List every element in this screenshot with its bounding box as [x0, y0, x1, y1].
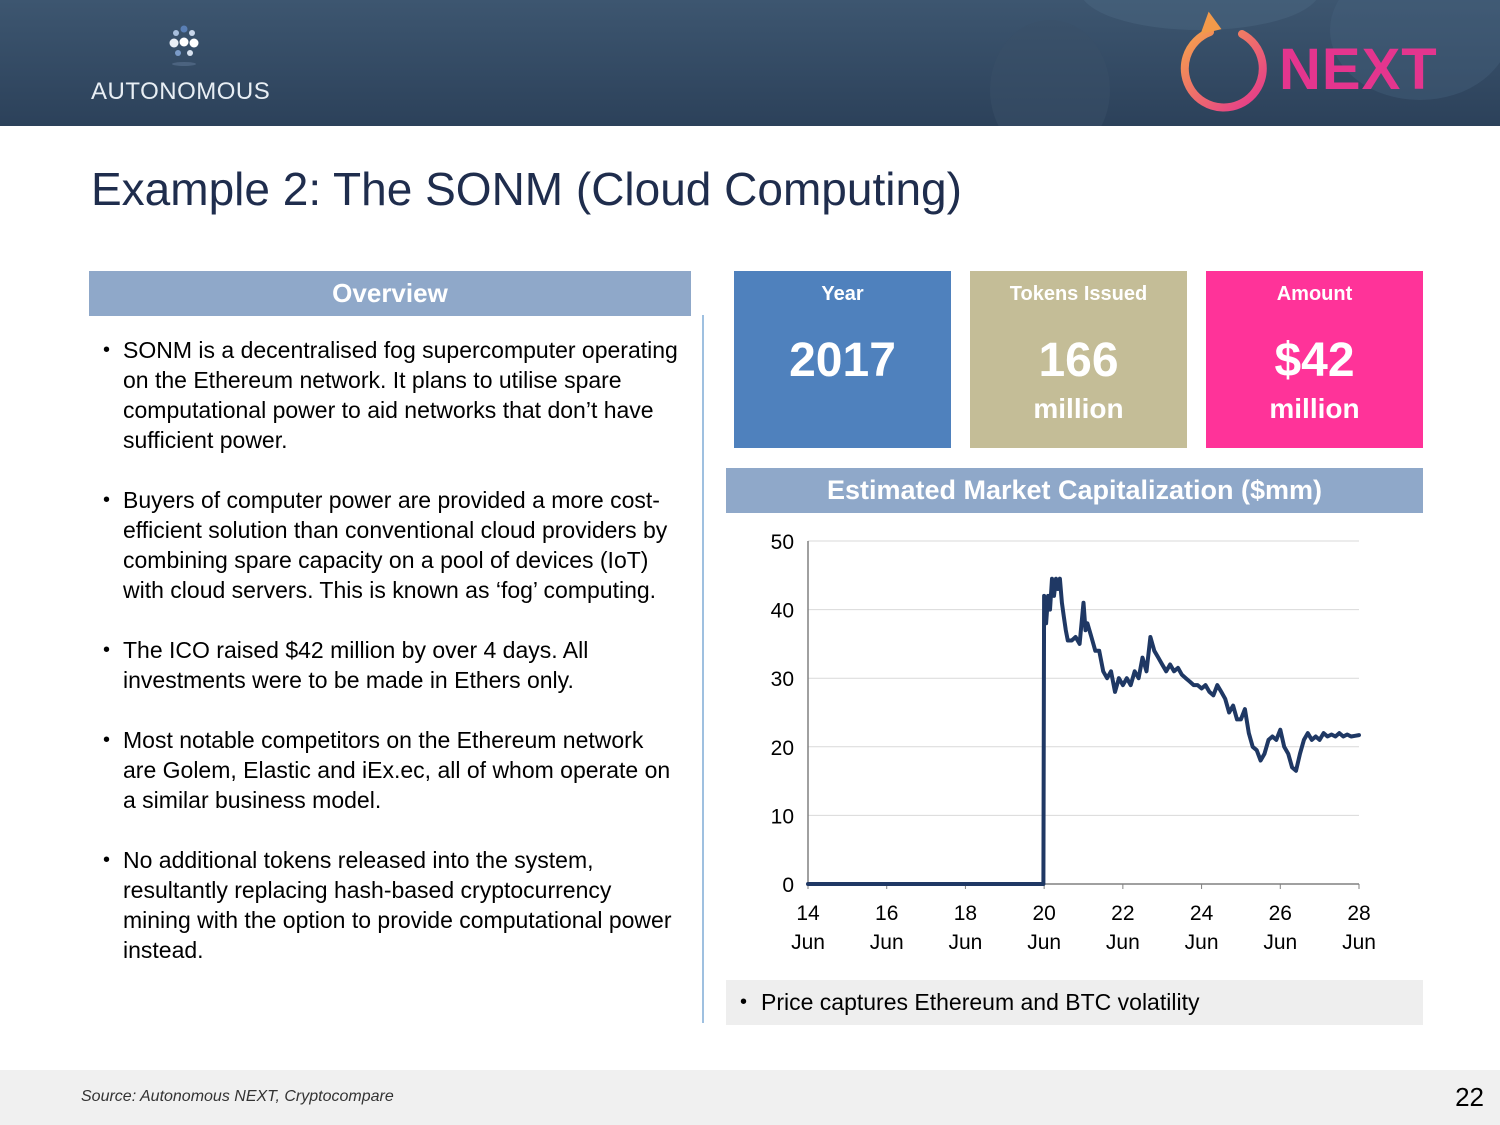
x-tick-label: 14 — [796, 902, 820, 925]
stat-unit: million — [1033, 393, 1124, 424]
header-banner: AUTONOMOUS NEXT — [0, 0, 1500, 126]
stat-label: Year — [821, 283, 864, 305]
bullet-marker: • — [740, 991, 748, 1013]
autonomous-logo-text: AUTONOMOUS — [91, 78, 271, 105]
y-tick-label: 20 — [771, 737, 794, 760]
refresh-arrow-icon — [1180, 11, 1267, 112]
x-tick-label: Jun — [948, 931, 982, 954]
overview-bullet: No additional tokens released into the s… — [101, 845, 681, 965]
x-tick-label: 16 — [875, 902, 898, 925]
overview-bullet: The ICO raised $42 million by over 4 day… — [101, 635, 681, 695]
stat-value: 166 — [1038, 334, 1119, 387]
next-logo-text: NEXT — [1279, 37, 1438, 102]
page-number: 22 — [1455, 1082, 1484, 1112]
x-tick-label: Jun — [1342, 931, 1376, 954]
overview-bullet: Most notable competitors on the Ethereum… — [101, 725, 681, 815]
x-tick-label: 26 — [1269, 902, 1292, 925]
x-tick-label: 20 — [1032, 902, 1055, 925]
x-tick-label: 18 — [954, 902, 977, 925]
overview-bullet: Buyers of computer power are provided a … — [101, 485, 681, 605]
page-title: Example 2: The SONM (Cloud Computing) — [91, 163, 962, 215]
chart-note-text: Price captures Ethereum and BTC volatili… — [761, 989, 1200, 1015]
x-tick-label: Jun — [791, 931, 825, 954]
x-tick-label: Jun — [870, 931, 904, 954]
chart-header: Estimated Market Capitalization ($mm) — [726, 468, 1423, 513]
stat-unit: million — [1269, 393, 1360, 424]
x-tick-label: Jun — [1027, 931, 1061, 954]
x-tick-label: 28 — [1347, 902, 1370, 925]
stat-label: Tokens Issued — [1009, 283, 1148, 305]
vertical-divider — [702, 315, 704, 1023]
source-text: Source: Autonomous NEXT, Cryptocompare — [81, 1088, 394, 1105]
stat-label: Amount — [1276, 283, 1353, 305]
market-cap-line — [806, 576, 1361, 886]
stat-year: Year 2017 — [734, 271, 951, 448]
footer: Source: Autonomous NEXT, Cryptocompare 2… — [0, 1070, 1500, 1125]
overview-bullets: SONM is a decentralised fog supercompute… — [101, 335, 681, 995]
y-tick-label: 30 — [771, 668, 794, 691]
stat-value: $42 — [1274, 334, 1355, 387]
stat-amount: Amount $42 million — [1206, 271, 1423, 448]
market-cap-chart: 0 10 20 30 40 50 14 Jun 16 Jun 18 Jun 20 Jun 22 Jun 24 Ju… — [726, 520, 1423, 970]
chart-note: • Price captures Ethereum and BTC volati… — [726, 980, 1423, 1025]
autonomous-dots-icon — [169, 25, 199, 66]
autonomous-logo: AUTONOMOUS — [88, 24, 278, 114]
stat-tokens-issued: Tokens Issued 166 million — [970, 271, 1187, 448]
y-tick-label: 0 — [782, 874, 794, 897]
x-tick-label: 24 — [1190, 902, 1214, 925]
x-tick-label: Jun — [1106, 931, 1140, 954]
x-tick-label: Jun — [1263, 931, 1297, 954]
y-tick-label: 40 — [771, 600, 794, 623]
stat-value: 2017 — [789, 334, 896, 387]
y-tick-label: 50 — [771, 531, 794, 554]
next-logo: NEXT — [1180, 10, 1460, 116]
overview-bullet: SONM is a decentralised fog supercompute… — [101, 335, 681, 455]
chart-svg: 0 10 20 30 40 50 14 Jun 16 Jun 18 Jun 20 Jun 22 Jun 24 Ju… — [771, 531, 1376, 954]
banner-decoration — [990, 0, 1500, 126]
x-tick-label: 22 — [1111, 902, 1134, 925]
overview-header: Overview — [89, 271, 691, 316]
x-tick-label: Jun — [1185, 931, 1219, 954]
y-tick-label: 10 — [771, 805, 794, 828]
